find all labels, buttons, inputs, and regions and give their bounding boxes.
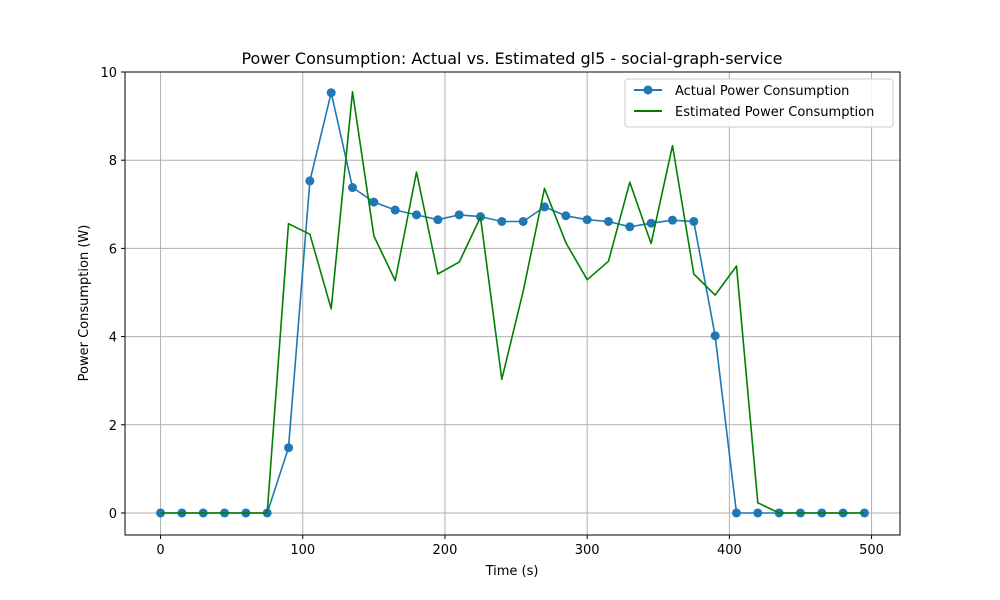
data-point-actual (412, 210, 422, 220)
x-tick-label: 300 (575, 543, 600, 558)
data-point-actual (433, 215, 443, 225)
legend-box (624, 78, 894, 128)
data-point-actual (753, 508, 763, 518)
data-point-actual (539, 202, 549, 212)
data-point-actual (710, 331, 720, 341)
legend-actual-marker (643, 85, 653, 95)
legend: Actual Power Consumption Estimated Power… (624, 78, 894, 128)
y-tick-label: 2 (109, 419, 117, 434)
x-tick-label: 500 (859, 543, 884, 558)
data-point-actual (667, 215, 677, 225)
data-point-actual (518, 216, 528, 226)
data-point-actual (625, 222, 635, 232)
x-tick-label: 200 (433, 543, 458, 558)
data-point-actual (603, 216, 613, 226)
data-point-actual (859, 508, 869, 518)
grid (125, 71, 900, 535)
x-tick-label: 0 (156, 543, 164, 558)
data-point-actual (390, 205, 400, 215)
y-tick-label: 4 (109, 331, 117, 346)
x-tick-label: 100 (290, 543, 315, 558)
data-point-actual (689, 216, 699, 226)
y-tick-label: 10 (100, 66, 117, 81)
data-point-actual (284, 443, 294, 453)
data-point-actual (369, 197, 379, 207)
series-line-estimated (160, 91, 865, 514)
data-point-actual (731, 508, 741, 518)
data-point-actual (497, 216, 507, 226)
data-point-actual (582, 215, 592, 225)
series-layer (156, 88, 869, 518)
y-tick-label: 8 (109, 154, 117, 169)
y-tick-label: 0 (109, 507, 117, 522)
legend-estimated-label: Estimated Power Consumption (675, 105, 874, 120)
y-tick-label: 6 (109, 242, 117, 257)
legend-actual-label: Actual Power Consumption (675, 84, 849, 99)
plot-frame (124, 71, 901, 536)
axis-ticks: 0 100 200 300 400 500 0 2 4 6 8 10 (100, 66, 884, 558)
series-line-actual (160, 91, 865, 514)
data-point-actual (326, 88, 336, 98)
x-axis-label: Time (s) (485, 564, 539, 579)
chart-title: Power Consumption: Actual vs. Estimated … (241, 49, 782, 68)
data-point-actual (454, 210, 464, 220)
x-tick-label: 400 (717, 543, 742, 558)
data-point-actual (646, 218, 656, 228)
data-point-actual (561, 211, 571, 221)
data-point-actual (156, 508, 166, 518)
data-point-actual (348, 183, 358, 193)
data-point-actual (305, 176, 315, 186)
y-axis-label: Power Consumption (W) (77, 225, 92, 382)
